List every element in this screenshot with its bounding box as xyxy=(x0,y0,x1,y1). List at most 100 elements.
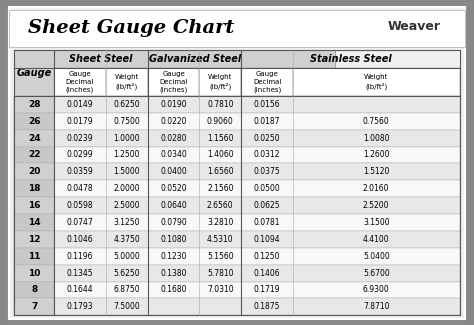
Text: 0.0400: 0.0400 xyxy=(160,167,187,176)
Bar xyxy=(55,50,148,68)
Text: 0.7500: 0.7500 xyxy=(113,117,140,126)
Text: Gauge
Decimal
(inches): Gauge Decimal (inches) xyxy=(159,71,188,93)
Bar xyxy=(14,248,55,265)
Text: 0.0149: 0.0149 xyxy=(67,100,93,109)
Text: 4.3750: 4.3750 xyxy=(113,235,140,244)
Text: 0.7560: 0.7560 xyxy=(363,117,390,126)
Text: 2.0160: 2.0160 xyxy=(363,184,390,193)
Bar xyxy=(14,281,460,298)
Bar xyxy=(14,197,55,214)
Bar xyxy=(106,68,148,96)
Text: 0.1250: 0.1250 xyxy=(254,252,280,261)
Text: 0.1793: 0.1793 xyxy=(67,302,93,311)
Text: 1.1560: 1.1560 xyxy=(207,134,234,143)
Bar xyxy=(14,113,460,130)
Text: 0.0239: 0.0239 xyxy=(67,134,93,143)
Bar xyxy=(14,130,55,147)
Bar xyxy=(148,68,199,96)
Text: 0.9060: 0.9060 xyxy=(207,117,234,126)
Text: 5.0000: 5.0000 xyxy=(113,252,140,261)
Text: 12: 12 xyxy=(28,235,40,244)
Text: 0.1094: 0.1094 xyxy=(254,235,281,244)
Text: 0.1080: 0.1080 xyxy=(160,235,187,244)
Bar xyxy=(14,130,460,147)
Text: 0.0299: 0.0299 xyxy=(67,150,93,160)
Text: 0.6250: 0.6250 xyxy=(113,100,140,109)
Text: 0.1406: 0.1406 xyxy=(254,268,281,278)
Text: Weaver: Weaver xyxy=(388,20,441,32)
Bar xyxy=(241,68,292,96)
Text: 26: 26 xyxy=(28,117,40,126)
Bar xyxy=(14,265,460,281)
Bar xyxy=(14,248,460,265)
Text: 2.5200: 2.5200 xyxy=(363,201,390,210)
Text: 3.2810: 3.2810 xyxy=(207,218,234,227)
Text: 0.0781: 0.0781 xyxy=(254,218,280,227)
Text: 2.1560: 2.1560 xyxy=(207,184,234,193)
Text: 2.6560: 2.6560 xyxy=(207,201,234,210)
Bar xyxy=(14,96,55,113)
Text: 6.9300: 6.9300 xyxy=(363,285,390,294)
Text: 0.0598: 0.0598 xyxy=(67,201,93,210)
Text: 0.1380: 0.1380 xyxy=(160,268,187,278)
Text: 4.5310: 4.5310 xyxy=(207,235,234,244)
Text: 0.0179: 0.0179 xyxy=(67,117,93,126)
Text: Sheet Steel: Sheet Steel xyxy=(69,54,133,64)
Bar xyxy=(14,231,55,248)
Text: 5.6700: 5.6700 xyxy=(363,268,390,278)
Bar xyxy=(14,281,55,298)
Bar xyxy=(14,231,460,248)
Text: 2.0000: 2.0000 xyxy=(113,184,140,193)
Text: 8: 8 xyxy=(31,285,37,294)
Text: 0.0220: 0.0220 xyxy=(160,117,187,126)
Bar xyxy=(14,113,55,130)
Text: 0.7810: 0.7810 xyxy=(207,100,234,109)
Text: Gauge: Gauge xyxy=(17,68,52,78)
Bar xyxy=(14,147,460,163)
Text: 0.0478: 0.0478 xyxy=(67,184,93,193)
Text: 1.0000: 1.0000 xyxy=(113,134,140,143)
Text: 5.6250: 5.6250 xyxy=(113,268,140,278)
Text: 0.0640: 0.0640 xyxy=(160,201,187,210)
Bar xyxy=(14,298,460,315)
Text: 5.0400: 5.0400 xyxy=(363,252,390,261)
Bar xyxy=(55,68,106,96)
Bar xyxy=(14,265,55,281)
Bar xyxy=(9,10,465,47)
Text: 7.8710: 7.8710 xyxy=(363,302,390,311)
Text: 5.7810: 5.7810 xyxy=(207,268,234,278)
Text: 7.5000: 7.5000 xyxy=(113,302,140,311)
Text: Gauge
Decimal
(inches): Gauge Decimal (inches) xyxy=(253,71,281,93)
Bar xyxy=(148,50,241,68)
Bar xyxy=(292,68,460,96)
Text: 0.0625: 0.0625 xyxy=(254,201,281,210)
Text: Sheet Gauge Chart: Sheet Gauge Chart xyxy=(28,19,235,37)
Bar xyxy=(14,147,55,163)
Text: 0.1196: 0.1196 xyxy=(67,252,93,261)
Text: Weight
(lb/ft²): Weight (lb/ft²) xyxy=(364,74,388,90)
Text: 0.0312: 0.0312 xyxy=(254,150,280,160)
Bar xyxy=(14,180,460,197)
Text: 0.0375: 0.0375 xyxy=(254,167,281,176)
Text: 0.0359: 0.0359 xyxy=(66,167,93,176)
Text: Weight
(lb/ft²): Weight (lb/ft²) xyxy=(115,74,139,90)
Text: 0.0500: 0.0500 xyxy=(254,184,281,193)
Text: 7: 7 xyxy=(31,302,37,311)
Text: 11: 11 xyxy=(28,252,40,261)
Text: 2.5000: 2.5000 xyxy=(113,201,140,210)
Bar xyxy=(14,163,460,180)
Bar xyxy=(14,197,460,214)
Bar xyxy=(241,50,335,68)
Text: 0.0190: 0.0190 xyxy=(160,100,187,109)
Bar xyxy=(14,163,55,180)
Bar xyxy=(14,298,55,315)
Text: 20: 20 xyxy=(28,167,40,176)
Text: 4.4100: 4.4100 xyxy=(363,235,390,244)
Bar xyxy=(199,68,241,96)
Text: 0.0340: 0.0340 xyxy=(160,150,187,160)
Text: 0.1680: 0.1680 xyxy=(160,285,187,294)
Text: 0.1345: 0.1345 xyxy=(67,268,93,278)
Bar xyxy=(14,214,55,231)
Text: Weight
(lb/ft²): Weight (lb/ft²) xyxy=(208,74,232,90)
Text: 1.2500: 1.2500 xyxy=(113,150,140,160)
